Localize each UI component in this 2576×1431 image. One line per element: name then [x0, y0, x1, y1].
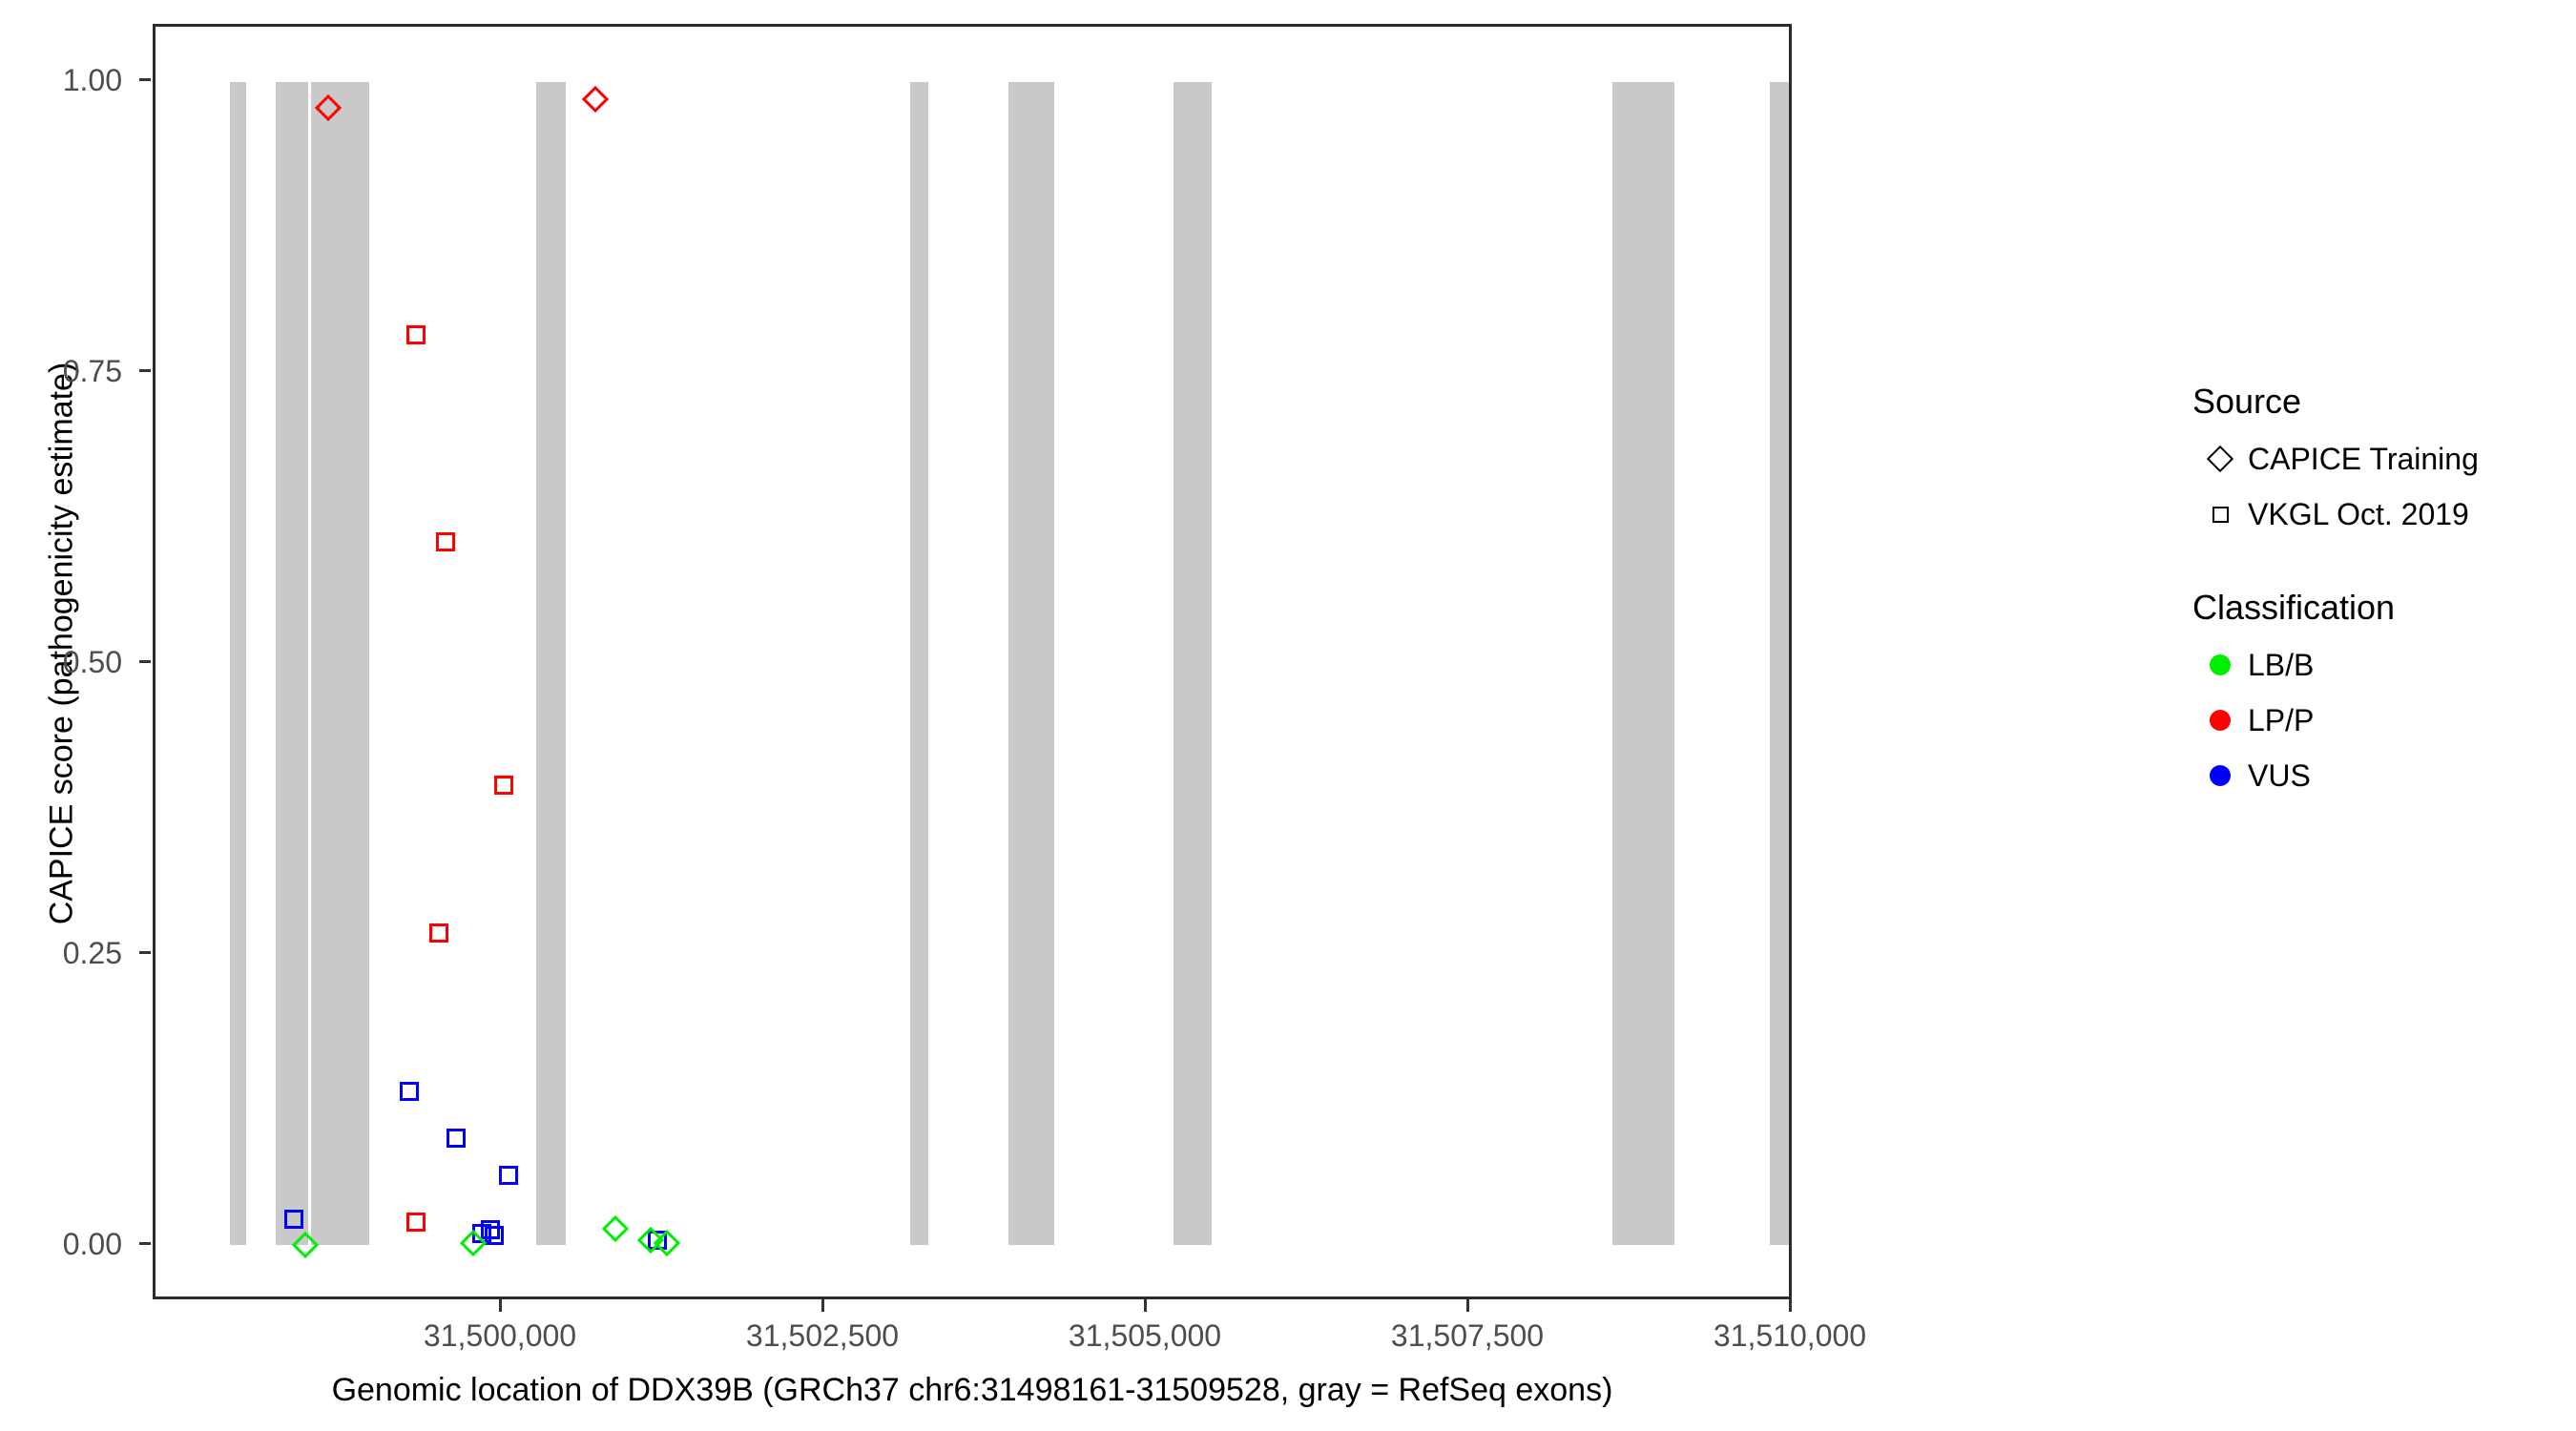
x-tick-mark-0 — [499, 1299, 502, 1312]
y-tick-label-0.25: 0.25 — [62, 936, 122, 970]
data-point-square — [428, 923, 448, 944]
red-dot-icon — [2192, 710, 2248, 731]
legend-spacer — [2192, 542, 2555, 588]
legend-label-lbb: LB/B — [2248, 647, 2315, 682]
y-tick-label-0.00: 0.00 — [62, 1227, 122, 1261]
legend-title-source: Source — [2192, 382, 2302, 421]
exon-band — [1173, 82, 1212, 1245]
legend-title-classification: Classification — [2192, 588, 2396, 627]
x-tick-mark-2 — [1144, 1299, 1147, 1312]
legend-item-vkgl[interactable]: VKGL Oct. 2019 — [2192, 487, 2555, 542]
y-tick-mark-1.00 — [139, 78, 151, 81]
blue-dot-icon — [2192, 765, 2248, 786]
data-point-diamond — [582, 86, 610, 114]
x-axis-title: Genomic location of DDX39B (GRCh37 chr6:… — [331, 1372, 1613, 1408]
exon-band — [1008, 82, 1054, 1245]
data-point-square — [648, 1231, 668, 1251]
legend-item-vus[interactable]: VUS — [2192, 748, 2555, 803]
legend-item-lpp[interactable]: LP/P — [2192, 693, 2555, 748]
green-dot-icon — [2192, 654, 2248, 675]
y-tick-mark-0.50 — [139, 660, 151, 663]
y-tick-mark-0.75 — [139, 369, 151, 372]
data-point-square — [480, 1220, 500, 1240]
y-tick-mark-0.00 — [139, 1242, 151, 1245]
legend-label-lpp: LP/P — [2248, 702, 2315, 737]
exon-band — [535, 82, 566, 1245]
data-point-square — [494, 776, 514, 796]
x-tick-mark-4 — [1789, 1299, 1792, 1312]
x-tick-label-2: 31,505,000 — [1068, 1318, 1222, 1353]
y-tick-mark-0.25 — [139, 951, 151, 954]
legend: Source CAPICE Training VKGL Oct. 2019 Cl… — [2192, 382, 2555, 803]
plot-panel — [153, 24, 1792, 1299]
x-tick-label-0: 31,500,000 — [423, 1318, 577, 1353]
legend-label-vkgl: VKGL Oct. 2019 — [2248, 496, 2469, 531]
exon-band — [275, 82, 309, 1245]
x-tick-mark-3 — [1466, 1299, 1469, 1312]
y-tick-label-1.00: 1.00 — [62, 63, 122, 97]
data-point-square — [406, 324, 426, 344]
y-tick-label-0.75: 0.75 — [62, 354, 122, 388]
data-point-square — [406, 1212, 426, 1232]
data-point-square — [446, 1128, 466, 1148]
legend-label-vus: VUS — [2248, 757, 2311, 793]
data-point-square — [284, 1210, 304, 1230]
data-point-square — [399, 1082, 419, 1102]
legend-item-lbb[interactable]: LB/B — [2192, 637, 2555, 693]
x-tick-label-1: 31,502,500 — [745, 1318, 900, 1353]
exon-band — [1612, 82, 1674, 1245]
x-tick-mark-1 — [821, 1299, 824, 1312]
data-point-square — [499, 1165, 519, 1185]
square-icon — [2192, 506, 2248, 523]
exon-band — [910, 82, 929, 1245]
x-tick-label-3: 31,507,500 — [1390, 1318, 1545, 1353]
legend-label-capice-training: CAPICE Training — [2248, 441, 2479, 476]
exon-band — [230, 82, 246, 1245]
legend-item-capice-training[interactable]: CAPICE Training — [2192, 431, 2555, 487]
exon-band — [311, 82, 370, 1245]
y-tick-label-0.50: 0.50 — [62, 645, 122, 679]
y-axis-title: CAPICE score (pathogenicity estimate) — [43, 362, 80, 925]
data-point-diamond — [601, 1214, 629, 1243]
diamond-icon — [2192, 445, 2248, 473]
x-tick-label-4: 31,510,000 — [1713, 1318, 1867, 1353]
exon-band — [1769, 82, 1789, 1245]
data-point-square — [484, 1226, 504, 1246]
data-point-square — [436, 531, 456, 551]
